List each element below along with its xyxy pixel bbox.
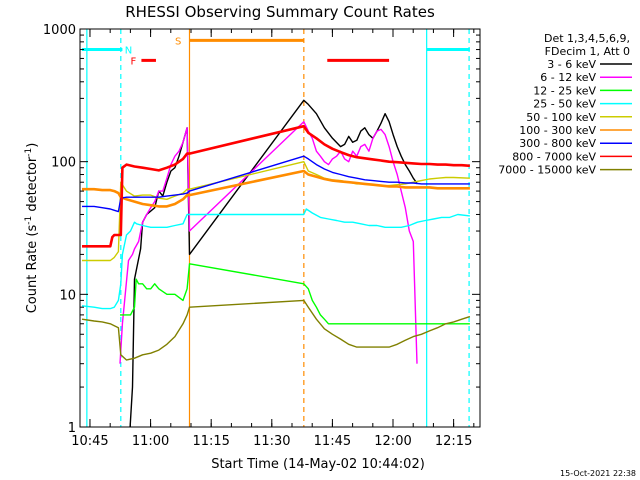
legend-label: 3 - 6 keV xyxy=(547,58,596,71)
y-tick-label: 100 xyxy=(51,156,76,171)
legend-label: 7000 - 15000 keV xyxy=(498,164,596,177)
series-line-3 xyxy=(81,208,470,310)
chart-title: RHESSI Observing Summary Count Rates xyxy=(125,3,435,21)
series-line-1 xyxy=(119,120,418,364)
y-axis-label: Count Rate (s-1 detector-1) xyxy=(24,143,40,314)
series-line-2 xyxy=(120,263,470,325)
flag-letter: S xyxy=(175,36,181,47)
x-tick-label: 12:00 xyxy=(374,434,411,449)
flag-letter: F xyxy=(130,56,136,67)
series-layer xyxy=(81,99,471,427)
y-axis: 1 10 100 1000 xyxy=(43,23,480,436)
series-line-8 xyxy=(81,299,471,361)
x-axis: 10:45 11:00 11:15 11:30 11:45 12:00 12:15 xyxy=(71,29,475,449)
plot-frame xyxy=(79,28,481,428)
instrument-flags: NF S xyxy=(82,36,470,67)
series-line-7 xyxy=(82,124,470,248)
legend-label: 12 - 25 keV xyxy=(533,84,596,97)
x-tick-label: 11:15 xyxy=(192,434,229,449)
legend-label: 800 - 7000 keV xyxy=(512,150,596,163)
generation-timestamp: 15-Oct-2021 22:38 xyxy=(560,469,636,478)
y-tick-label: 10 xyxy=(59,288,76,303)
legend-label: 25 - 50 keV xyxy=(533,98,596,111)
x-tick-label: 11:00 xyxy=(132,434,169,449)
legend-label: 6 - 12 keV xyxy=(540,71,596,84)
legend-header-line-1: Det 1,3,4,5,6,9, xyxy=(544,32,630,45)
flag-letter: N xyxy=(125,46,132,57)
legend-label: 300 - 800 keV xyxy=(519,137,596,150)
legend-label: 50 - 100 keV xyxy=(526,111,596,124)
x-tick-label: 12:15 xyxy=(435,434,472,449)
legend-header-line-2: FDecim 1, Att 0 xyxy=(545,45,630,58)
y-tick-label: 1 xyxy=(68,421,76,436)
x-tick-label: 10:45 xyxy=(71,434,108,449)
y-tick-label: 1000 xyxy=(43,23,76,38)
x-tick-label: 11:45 xyxy=(314,434,351,449)
x-axis-label: Start Time (14-May-02 10:44:02) xyxy=(211,457,425,472)
legend-label: 100 - 300 keV xyxy=(519,124,596,137)
x-tick-label: 11:30 xyxy=(253,434,290,449)
